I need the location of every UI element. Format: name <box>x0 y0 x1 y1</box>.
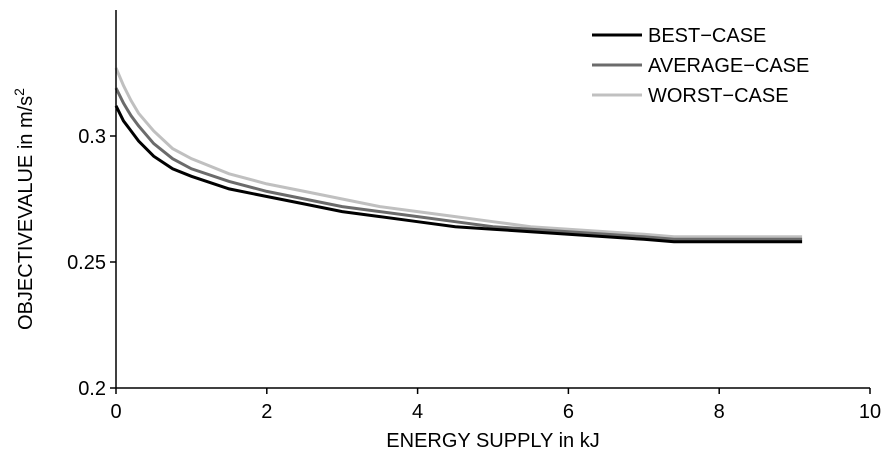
x-axis-ticks: 0 2 4 6 8 10 <box>110 388 881 423</box>
y-axis-label: OBJECTIVEVALUE in m/s2 <box>11 88 37 330</box>
x-tick-label: 6 <box>563 401 574 423</box>
y-axis-ticks: 0.2 0.25 0.3 <box>67 126 116 400</box>
plot-area <box>114 67 803 244</box>
series-line <box>114 87 803 241</box>
legend: BEST−CASE AVERAGE−CASE WORST−CASE <box>592 25 809 107</box>
y-tick-label: 0.25 <box>67 252 106 274</box>
x-tick-label: 0 <box>110 401 121 423</box>
y-tick-label: 0.2 <box>78 378 106 400</box>
series-line <box>114 105 803 244</box>
x-axis-label: ENERGY SUPPLY in kJ <box>386 430 599 452</box>
series-line <box>114 67 803 239</box>
x-tick-label: 4 <box>412 401 423 423</box>
y-tick-label: 0.3 <box>78 126 106 148</box>
x-tick-label: 10 <box>859 401 881 423</box>
y-axis-label-text: OBJECTIVEVALUE in m/s <box>15 96 37 330</box>
y-axis-label-superscript: 2 <box>11 88 27 96</box>
legend-entry-label: AVERAGE−CASE <box>648 55 809 77</box>
x-tick-label: 8 <box>714 401 725 423</box>
legend-entry-label: BEST−CASE <box>648 25 766 47</box>
x-tick-label: 2 <box>261 401 272 423</box>
legend-entry-label: WORST−CASE <box>648 85 789 107</box>
